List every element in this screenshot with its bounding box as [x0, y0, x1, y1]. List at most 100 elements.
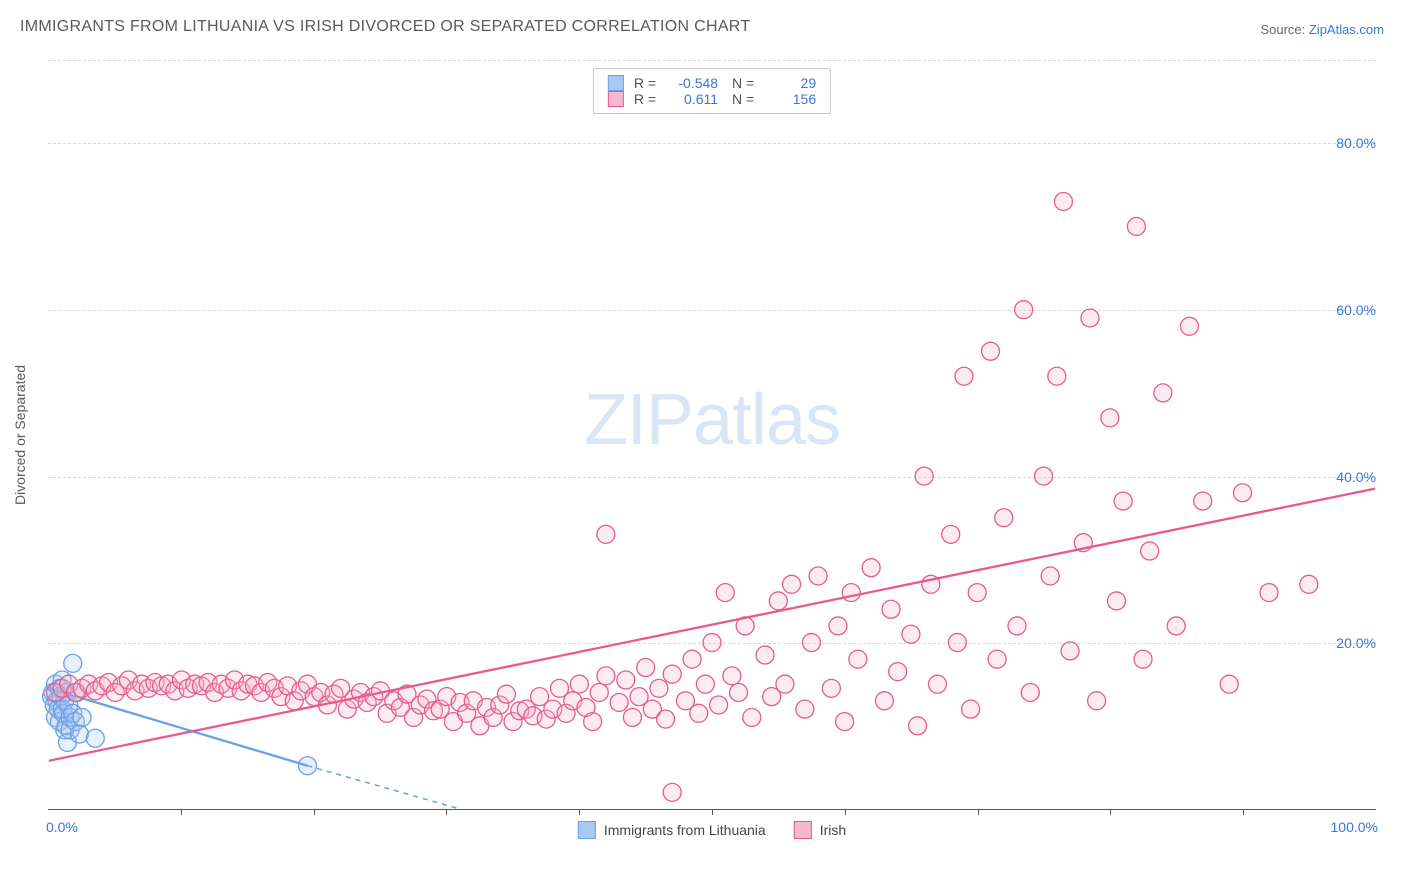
irish-point: [942, 525, 960, 543]
legend-label: Irish: [820, 822, 846, 838]
legend-label: Immigrants from Lithuania: [604, 822, 766, 838]
irish-point: [756, 646, 774, 664]
irish-point: [995, 509, 1013, 527]
legend-row-lithuania: R = -0.548 N = 29: [608, 75, 816, 91]
irish-point: [1041, 567, 1059, 585]
plot-canvas: [48, 60, 1376, 809]
irish-point: [584, 713, 602, 731]
irish-point: [1061, 642, 1079, 660]
irish-point: [1127, 217, 1145, 235]
irish-point: [849, 650, 867, 668]
swatch-icon: [794, 821, 812, 839]
source-link[interactable]: ZipAtlas.com: [1309, 22, 1384, 37]
irish-point: [497, 685, 515, 703]
irish-point: [617, 671, 635, 689]
irish-point: [1141, 542, 1159, 560]
irish-point: [590, 684, 608, 702]
irish-point: [1194, 492, 1212, 510]
irish-point: [909, 717, 927, 735]
irish-point: [842, 584, 860, 602]
irish-point: [875, 692, 893, 710]
irish-point: [1015, 301, 1033, 319]
irish-point: [637, 659, 655, 677]
irish-point: [703, 634, 721, 652]
source-label: Source:: [1260, 22, 1308, 37]
swatch-icon: [578, 821, 596, 839]
irish-point: [1134, 650, 1152, 668]
irish-point: [1220, 675, 1238, 693]
irish-point: [836, 713, 854, 731]
irish-point: [1114, 492, 1132, 510]
source-attribution: Source: ZipAtlas.com: [1260, 22, 1384, 37]
irish-point: [663, 783, 681, 801]
r-value: -0.548: [666, 75, 718, 91]
irish-point: [902, 625, 920, 643]
irish-point: [570, 675, 588, 693]
irish-point: [1234, 484, 1252, 502]
irish-point: [1054, 192, 1072, 210]
irish-point: [988, 650, 1006, 668]
irish-point: [962, 700, 980, 718]
swatch-icon: [608, 75, 624, 91]
irish-point: [1180, 317, 1198, 335]
lithuania-trendline-extrapolated: [308, 766, 461, 809]
irish-point: [928, 675, 946, 693]
legend-item-irish: Irish: [794, 821, 846, 839]
irish-point: [882, 600, 900, 618]
series-legend: Immigrants from Lithuania Irish: [578, 821, 846, 839]
irish-point: [1081, 309, 1099, 327]
x-tick: 100.0%: [1331, 819, 1378, 835]
irish-point: [769, 592, 787, 610]
irish-point: [982, 342, 1000, 360]
irish-point: [657, 710, 675, 728]
swatch-icon: [608, 91, 624, 107]
irish-point: [809, 567, 827, 585]
lithuania-point: [86, 729, 104, 747]
irish-point: [623, 708, 641, 726]
x-tick: 0.0%: [46, 819, 78, 835]
irish-point: [948, 634, 966, 652]
irish-point: [1154, 384, 1172, 402]
irish-point: [690, 704, 708, 722]
irish-point: [610, 693, 628, 711]
irish-point: [710, 696, 728, 714]
irish-point: [663, 665, 681, 683]
correlation-legend: R = -0.548 N = 29 R = 0.611 N = 156: [593, 68, 831, 114]
irish-point: [716, 584, 734, 602]
irish-point: [1260, 584, 1278, 602]
irish-point: [783, 575, 801, 593]
lithuania-point: [70, 725, 88, 743]
irish-point: [1300, 575, 1318, 593]
n-value: 156: [764, 91, 816, 107]
lithuania-point: [73, 708, 91, 726]
irish-point: [802, 634, 820, 652]
r-value: 0.611: [666, 91, 718, 107]
irish-point: [696, 675, 714, 693]
irish-point: [730, 684, 748, 702]
irish-point: [915, 467, 933, 485]
legend-item-lithuania: Immigrants from Lithuania: [578, 821, 766, 839]
lithuania-point: [64, 654, 82, 672]
irish-point: [650, 679, 668, 697]
legend-row-irish: R = 0.611 N = 156: [608, 91, 816, 107]
irish-point: [1048, 367, 1066, 385]
irish-point: [683, 650, 701, 668]
irish-point: [955, 367, 973, 385]
y-axis-label: Divorced or Separated: [12, 364, 28, 504]
irish-point: [889, 663, 907, 681]
irish-point: [597, 525, 615, 543]
scatter-plot: Divorced or Separated 20.0%40.0%60.0%80.…: [48, 60, 1376, 810]
irish-point: [1035, 467, 1053, 485]
irish-point: [822, 679, 840, 697]
irish-point: [1167, 617, 1185, 635]
lithuania-trendline: [49, 688, 308, 765]
n-value: 29: [764, 75, 816, 91]
irish-point: [1108, 592, 1126, 610]
irish-point: [968, 584, 986, 602]
irish-point: [1101, 409, 1119, 427]
irish-point: [1088, 692, 1106, 710]
irish-point: [723, 667, 741, 685]
chart-title: IMMIGRANTS FROM LITHUANIA VS IRISH DIVOR…: [20, 18, 750, 36]
irish-point: [1021, 684, 1039, 702]
irish-point: [743, 708, 761, 726]
